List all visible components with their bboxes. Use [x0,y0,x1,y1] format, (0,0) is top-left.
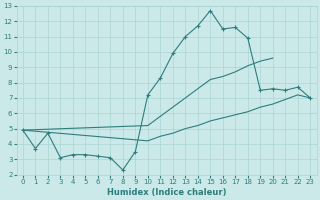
X-axis label: Humidex (Indice chaleur): Humidex (Indice chaleur) [107,188,226,197]
